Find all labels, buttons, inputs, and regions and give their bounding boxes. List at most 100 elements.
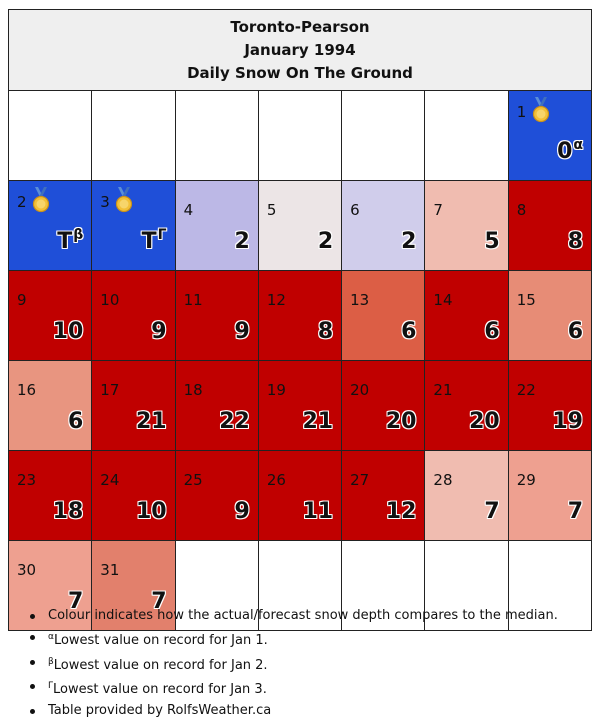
week-row: 16 6 17 21 18 22 19 21 20 20 21 20 22 19 xyxy=(7,360,593,451)
station-name: Toronto-Pearson xyxy=(230,17,370,36)
day-cell: 17 21 xyxy=(91,360,176,451)
snow-depth-number: 22 xyxy=(219,409,250,434)
week-row: 23 18 24 10 25 9 26 11 27 12 28 7 29 7 xyxy=(7,450,593,541)
day-cell: 9 10 xyxy=(7,270,93,361)
day-number: 12 xyxy=(266,291,286,309)
day-number: 23 xyxy=(17,471,37,489)
snow-depth-value: 18 xyxy=(53,499,84,524)
day-number: 31 xyxy=(100,561,120,579)
day-number: 1 xyxy=(516,103,527,121)
day-number: 11 xyxy=(183,291,203,309)
snow-depth-value: Tβ xyxy=(57,227,83,254)
snow-depth-number: 20 xyxy=(469,409,500,434)
week-row: 1 0α xyxy=(7,90,593,181)
snow-depth-number: 10 xyxy=(135,499,167,524)
day-cell: 10 9 xyxy=(91,270,176,361)
medal-icon xyxy=(114,187,134,213)
snow-depth-value: 10 xyxy=(53,319,84,344)
snow-depth-number: 9 xyxy=(151,319,167,344)
record-mark: Γ xyxy=(157,227,167,243)
footnote-item: ΓLowest value on record for Jan 3. xyxy=(30,676,558,701)
snow-depth-value: 12 xyxy=(386,499,417,524)
week-row: 9 10 10 9 11 9 12 8 13 6 14 6 15 6 xyxy=(7,270,593,361)
footnote-item: Colour indicates how the actual/forecast… xyxy=(30,606,558,627)
snow-depth-number: 18 xyxy=(52,499,84,524)
empty-day-cell xyxy=(257,90,343,181)
day-cell: 24 10 xyxy=(91,450,176,541)
day-cell: 22 19 xyxy=(507,360,593,451)
snow-depth-number: 12 xyxy=(385,499,417,524)
snow-depth-value: 9 xyxy=(151,319,166,344)
snow-depth-value: 21 xyxy=(136,409,167,434)
day-number: 20 xyxy=(350,381,370,399)
footnote-item: βLowest value on record for Jan 2. xyxy=(30,652,558,677)
snow-depth-value: TΓ xyxy=(142,227,167,254)
day-number: 4 xyxy=(183,201,194,219)
snow-depth-number: 0 xyxy=(557,139,573,164)
snow-depth-number: 19 xyxy=(552,409,583,434)
day-cell: 27 12 xyxy=(341,450,426,541)
day-number: 13 xyxy=(350,291,370,309)
footnote-text: Table provided by RolfsWeather.ca xyxy=(48,703,272,719)
day-number: 22 xyxy=(516,381,536,399)
day-cell: 16 6 xyxy=(7,360,93,451)
empty-day-cell xyxy=(507,540,593,631)
day-cell: 31 7 xyxy=(91,540,176,631)
snow-depth-number: 2 xyxy=(317,229,334,254)
snow-depth-number: 21 xyxy=(135,409,167,434)
empty-day-cell xyxy=(257,540,343,631)
snow-depth-number: 6 xyxy=(67,409,84,434)
day-number: 8 xyxy=(516,201,527,219)
footnotes-list: Colour indicates how the actual/forecast… xyxy=(18,606,558,722)
day-cell: 28 7 xyxy=(424,450,509,541)
empty-day-cell xyxy=(341,90,426,181)
snow-depth-value: 0α xyxy=(557,137,583,164)
medal-icon xyxy=(31,187,51,213)
day-number: 30 xyxy=(17,561,37,579)
snow-depth-value: 6 xyxy=(68,409,83,434)
day-number: 9 xyxy=(17,291,27,309)
snow-depth-value: 6 xyxy=(568,319,583,344)
day-cell: 29 7 xyxy=(507,450,593,541)
footnote-text: Lowest value on record for Jan 3. xyxy=(53,682,267,698)
day-cell: 1 0α xyxy=(507,90,593,181)
snow-depth-value: 11 xyxy=(303,499,334,524)
empty-day-cell xyxy=(91,90,176,181)
empty-day-cell xyxy=(341,540,426,631)
day-number: 25 xyxy=(183,471,203,489)
snow-depth-number: 20 xyxy=(385,409,417,434)
snow-depth-value: 9 xyxy=(235,499,250,524)
footnote-item: αLowest value on record for Jan 1. xyxy=(30,627,558,652)
calendar-header: Toronto-Pearson January 1994 Daily Snow … xyxy=(8,9,592,91)
day-cell: 3 TΓ xyxy=(91,180,176,271)
day-number: 19 xyxy=(266,381,286,399)
snow-depth-value: 7 xyxy=(151,589,166,614)
snow-depth-value: 19 xyxy=(552,409,583,434)
empty-day-cell xyxy=(174,90,259,181)
day-cell: 2 Tβ xyxy=(7,180,93,271)
day-number: 15 xyxy=(516,291,536,309)
footnote-mark: α xyxy=(48,631,54,642)
day-cell: 11 9 xyxy=(174,270,259,361)
day-number: 6 xyxy=(350,201,360,219)
snow-depth-number: T xyxy=(57,229,73,254)
day-number: 3 xyxy=(100,193,110,211)
snow-depth-value: 8 xyxy=(318,319,333,344)
snow-depth-value: 7 xyxy=(568,499,583,524)
footnote-mark: β xyxy=(48,656,54,667)
day-number: 10 xyxy=(100,291,120,309)
day-cell: 20 20 xyxy=(341,360,426,451)
snow-calendar: Toronto-Pearson January 1994 Daily Snow … xyxy=(7,9,593,631)
record-mark: α xyxy=(573,137,583,153)
snow-depth-number: 2 xyxy=(401,229,417,254)
month-label: January 1994 xyxy=(244,40,356,59)
day-number: 5 xyxy=(266,201,277,219)
day-number: 27 xyxy=(350,471,370,489)
snow-depth-number: 6 xyxy=(401,319,417,344)
snow-depth-number: 2 xyxy=(234,229,250,254)
snow-depth-value: 8 xyxy=(568,229,583,254)
snow-depth-value: 2 xyxy=(235,229,250,254)
day-cell: 18 22 xyxy=(174,360,259,451)
